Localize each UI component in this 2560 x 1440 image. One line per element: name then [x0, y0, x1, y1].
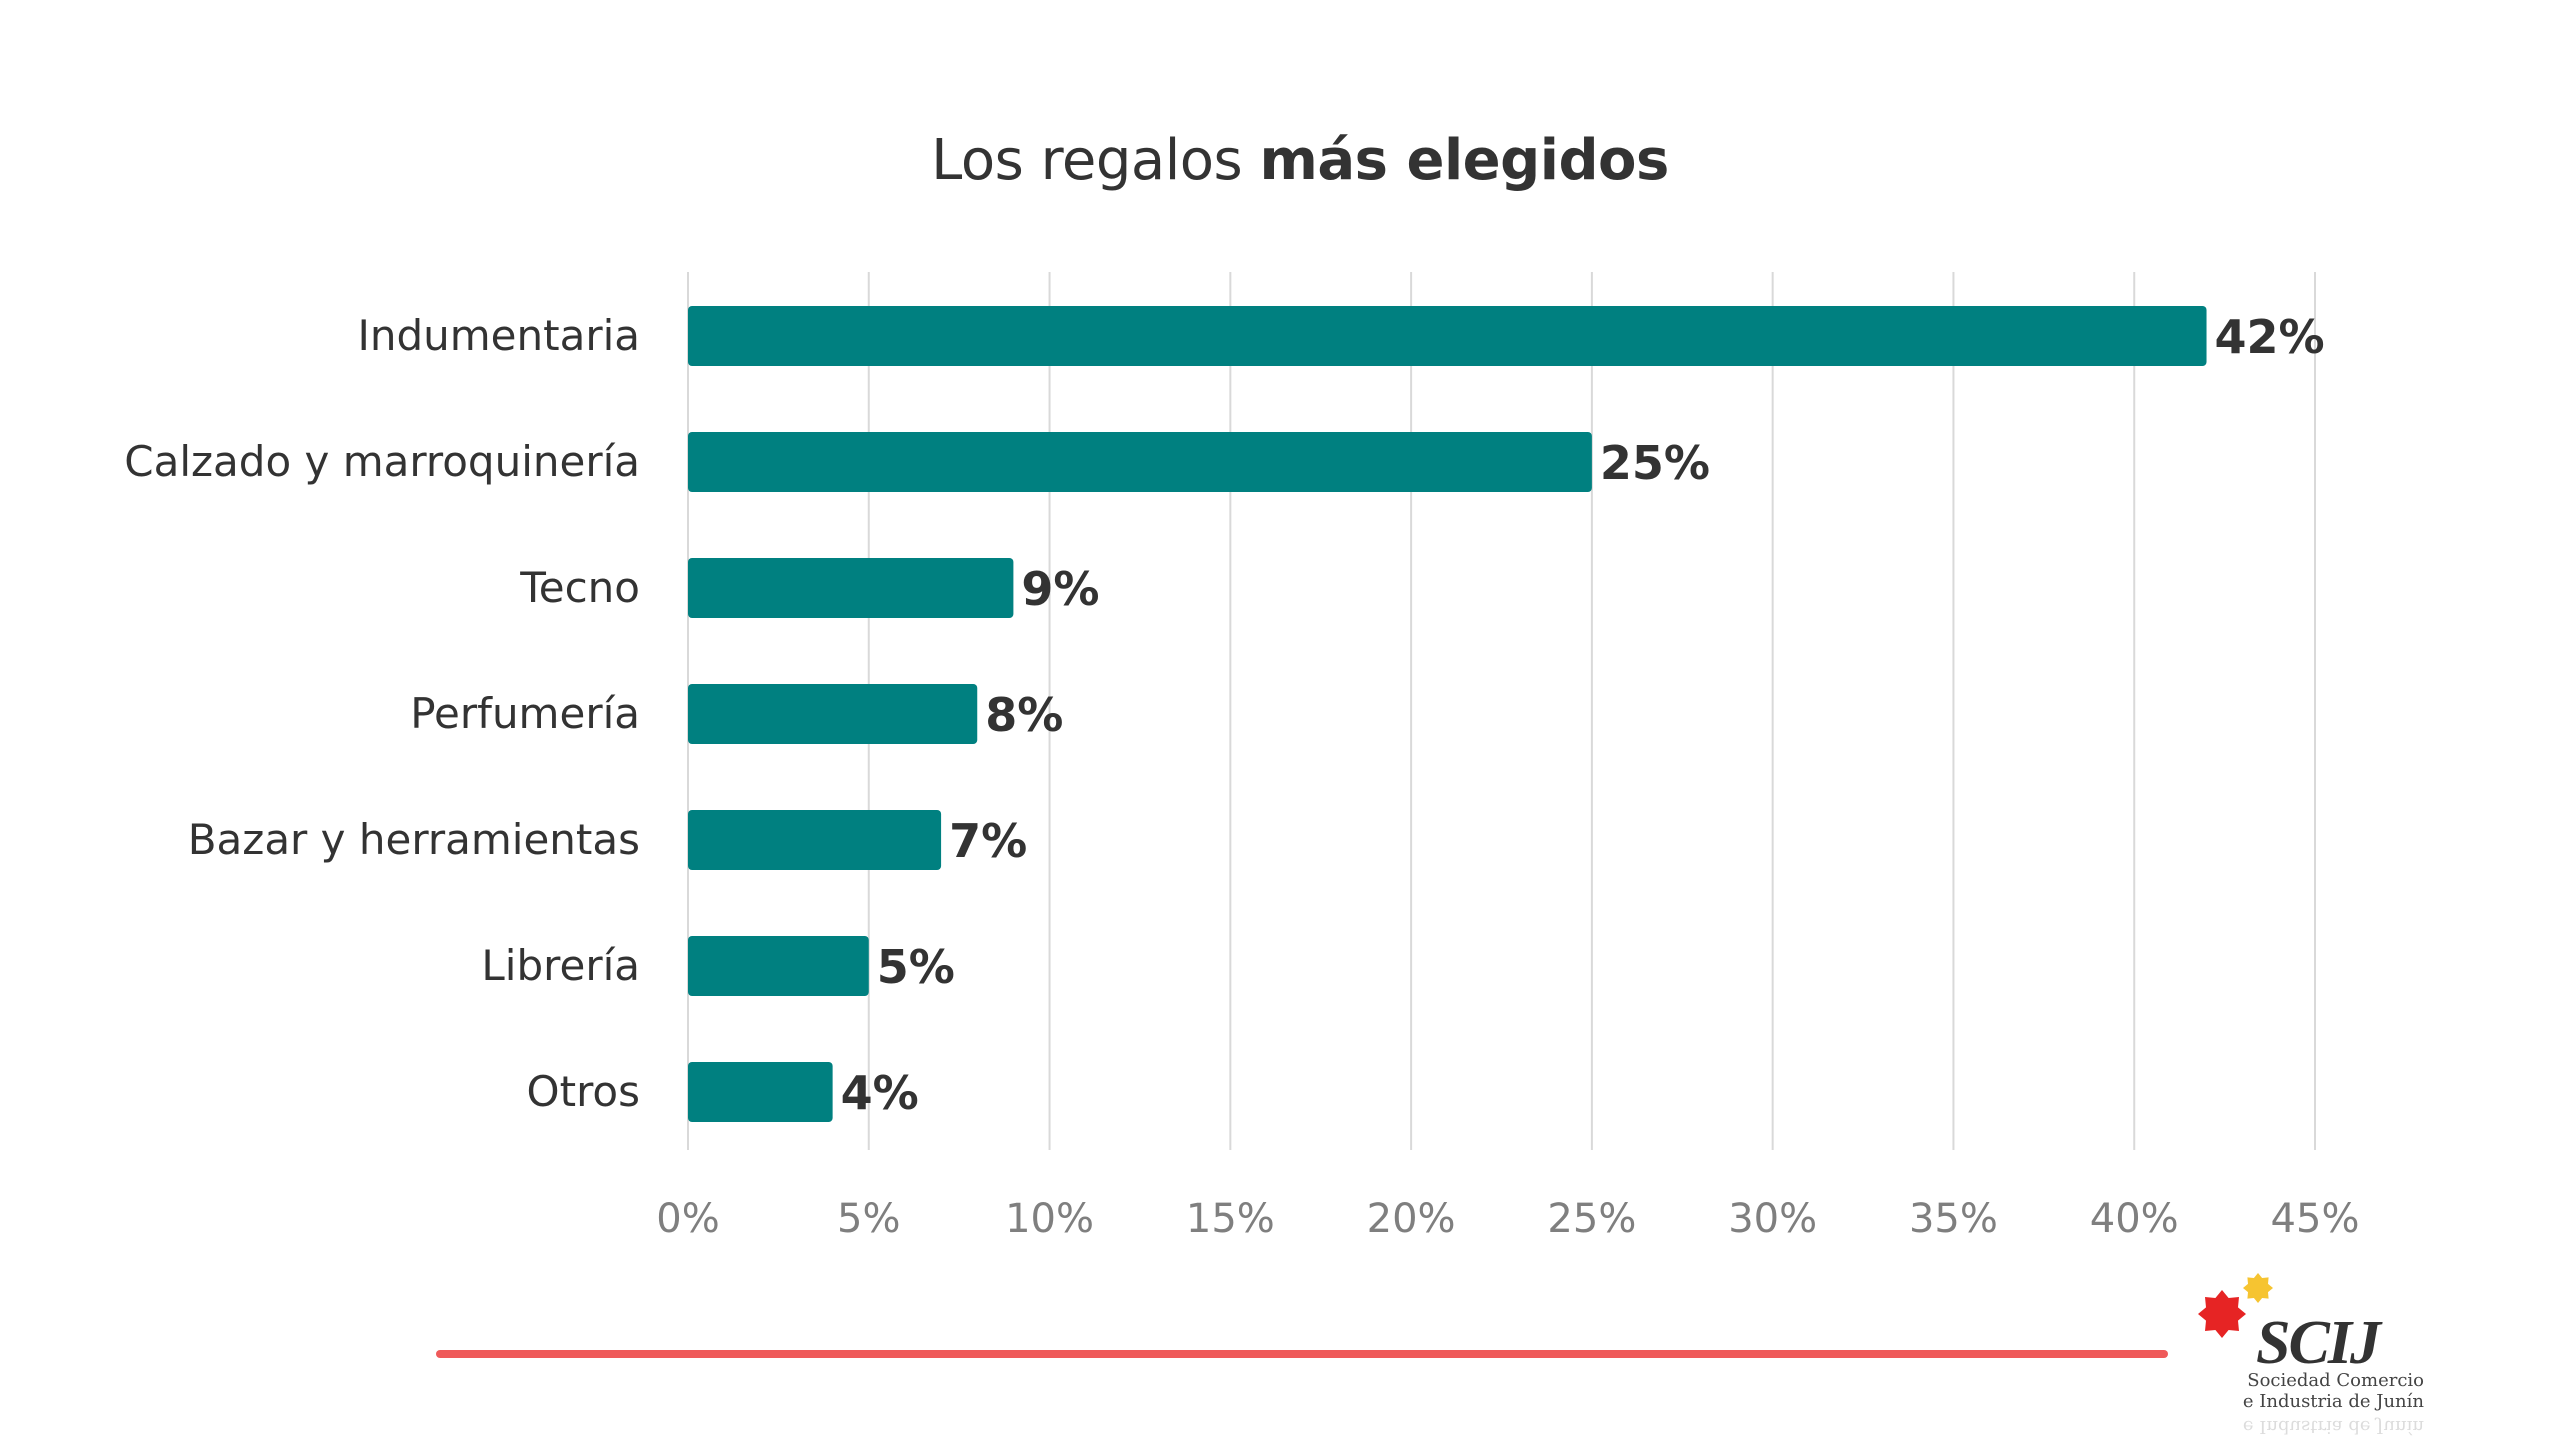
category-label: Tecno: [519, 563, 640, 612]
data-label: 5%: [877, 940, 955, 994]
x-tick-label: 15%: [1186, 1196, 1275, 1242]
x-tick-label: 0%: [656, 1196, 719, 1242]
bar: [688, 306, 2207, 366]
chart-title-regular: Los regalos: [931, 128, 1260, 193]
bar: [688, 432, 1592, 492]
scij-logo: SCIJ Sociedad Comercio e Industria de Ju…: [2196, 1270, 2436, 1440]
x-tick-label: 10%: [1005, 1196, 1094, 1242]
x-tick-label: 45%: [2271, 1196, 2360, 1242]
x-tick-label: 30%: [1728, 1196, 1817, 1242]
data-label: 4%: [841, 1066, 919, 1120]
yellow-gear-icon: [2243, 1273, 2273, 1303]
data-label: 9%: [1021, 562, 1099, 616]
logo-subtitle-line1: Sociedad Comercio: [2247, 1370, 2424, 1391]
data-label: 8%: [985, 688, 1063, 742]
red-gear-icon: [2198, 1290, 2246, 1338]
x-tick-label: 20%: [1367, 1196, 1456, 1242]
category-label: Calzado y marroquinería: [124, 437, 640, 486]
x-tick-label: 5%: [837, 1196, 900, 1242]
x-tick-label: 35%: [1909, 1196, 1998, 1242]
chart-title-bold: más elegidos: [1259, 128, 1670, 193]
logo-reflection: e Industria de Junín: [2242, 1416, 2424, 1437]
category-label: Otros: [527, 1067, 640, 1116]
bar: [688, 1062, 833, 1122]
bar: [688, 558, 1014, 618]
bar: [688, 684, 978, 744]
bar-chart: 0% 5% 10% 15% 20% 25% 30% 35% 40% 45% Indumentaria…: [124, 272, 2360, 1242]
category-label: Perfumería: [410, 689, 640, 738]
data-label: 7%: [949, 814, 1027, 868]
category-label: Indumentaria: [357, 311, 640, 360]
x-tick-label: 25%: [1547, 1196, 1636, 1242]
category-label: Librería: [481, 941, 640, 990]
logo-subtitle: Sociedad Comercio e Industria de Junín: [2204, 1370, 2424, 1412]
data-label: 25%: [1600, 436, 1710, 490]
footer-divider-line: [436, 1350, 2168, 1358]
logo-wordmark: SCIJ: [2256, 1309, 2381, 1377]
bar: [688, 810, 942, 870]
category-label: Bazar y herramientas: [188, 815, 640, 864]
logo-subtitle-line2: e Industria de Junín: [2242, 1391, 2424, 1412]
bar: [688, 936, 869, 996]
data-label: 42%: [2215, 310, 2325, 364]
chart-title: Los regalos más elegidos: [0, 128, 2560, 193]
gear-logo-icon: [2198, 1273, 2273, 1338]
x-tick-label: 40%: [2090, 1196, 2179, 1242]
